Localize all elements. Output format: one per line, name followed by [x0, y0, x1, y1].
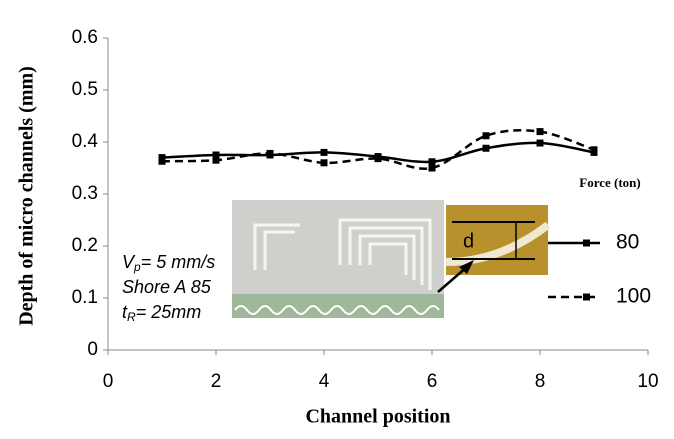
x-axis-title: Channel position — [305, 406, 450, 428]
legend-label: 80 — [616, 231, 639, 254]
y-tick-label: 0 — [87, 339, 98, 360]
x-tick-label: 4 — [319, 371, 330, 392]
marker — [482, 144, 490, 152]
annotation-text: t — [122, 302, 128, 322]
annotation-text: Shore A 85 — [122, 277, 212, 297]
series-line — [161, 129, 595, 170]
y-tick-label: 0.6 — [72, 27, 98, 48]
marker — [482, 132, 490, 140]
marker — [536, 128, 544, 136]
x-tick-label: 0 — [103, 371, 114, 392]
annotation-text: V — [122, 252, 136, 272]
x-tick-label: 6 — [427, 371, 438, 392]
inset-photo — [232, 200, 551, 318]
annotation-sub: R — [127, 310, 136, 324]
marker — [158, 154, 166, 162]
marker — [212, 156, 220, 164]
marker — [428, 158, 436, 166]
annotation: Vp= 5 mm/s — [122, 252, 215, 274]
marker — [590, 146, 598, 154]
marker — [374, 155, 382, 163]
marker — [212, 151, 220, 159]
legend-marker — [583, 239, 590, 247]
marker — [536, 139, 544, 147]
y-tick-label: 0.4 — [72, 131, 99, 152]
annotation-text: = 25mm — [136, 302, 202, 322]
annotation: Shore A 85 — [122, 277, 212, 297]
annotation-text: = 5 mm/s — [141, 252, 216, 272]
x-tick-label: 8 — [535, 371, 546, 392]
legend-label: 100 — [616, 285, 651, 308]
x-tick-label: 10 — [637, 371, 658, 392]
y-tick-label: 0.5 — [72, 79, 98, 100]
legend-marker — [583, 293, 590, 301]
marker — [266, 149, 274, 157]
marker — [428, 164, 436, 172]
y-axis-title: Depth of micro channels (mm) — [16, 66, 38, 326]
marker — [320, 148, 328, 156]
inset-label: d — [463, 230, 474, 252]
marker — [158, 157, 166, 165]
x-tick-label: 2 — [211, 371, 222, 392]
annotation-sub: p — [133, 260, 141, 274]
marker — [320, 159, 328, 167]
annotation: tR= 25mm — [122, 302, 201, 324]
y-tick-label: 0.2 — [72, 235, 98, 256]
y-tick-label: 0.3 — [72, 183, 98, 204]
legend-title: Force (ton) — [579, 175, 640, 190]
y-tick-label: 0.1 — [72, 287, 98, 308]
